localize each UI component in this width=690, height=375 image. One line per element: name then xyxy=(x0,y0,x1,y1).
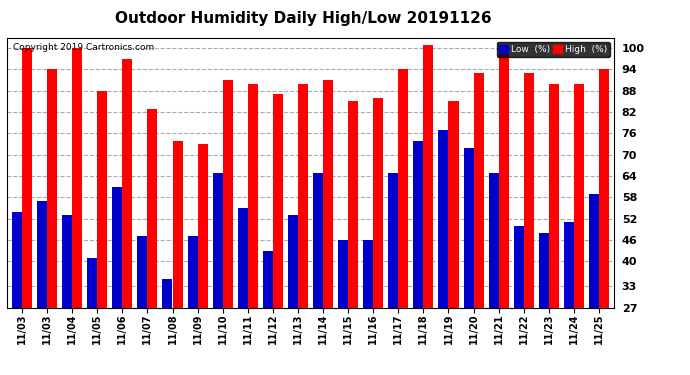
Bar xyxy=(148,108,157,307)
Bar xyxy=(514,226,524,308)
Legend: Low  (%), High  (%): Low (%), High (%) xyxy=(497,42,609,57)
Text: Outdoor Humidity Daily High/Low 20191126: Outdoor Humidity Daily High/Low 20191126 xyxy=(115,11,492,26)
Bar xyxy=(338,240,348,308)
Bar xyxy=(122,59,132,308)
Bar xyxy=(363,240,373,308)
Bar xyxy=(524,73,534,308)
Bar xyxy=(72,48,82,308)
Bar xyxy=(438,130,449,308)
Bar xyxy=(589,194,599,308)
Bar xyxy=(238,208,248,308)
Bar xyxy=(248,84,258,308)
Bar xyxy=(62,215,72,308)
Bar xyxy=(263,251,273,308)
Bar xyxy=(37,201,47,308)
Text: Copyright 2019 Cartronics.com: Copyright 2019 Cartronics.com xyxy=(13,43,155,52)
Bar xyxy=(388,172,398,308)
Bar xyxy=(213,172,223,308)
Bar xyxy=(298,84,308,308)
Bar xyxy=(574,84,584,308)
Bar xyxy=(564,222,574,308)
Bar xyxy=(112,187,122,308)
Bar xyxy=(313,172,323,308)
Bar xyxy=(12,211,22,308)
Bar xyxy=(162,279,172,308)
Bar xyxy=(549,84,559,308)
Bar xyxy=(22,48,32,308)
Bar xyxy=(323,80,333,308)
Bar xyxy=(137,237,148,308)
Bar xyxy=(197,144,208,308)
Bar xyxy=(273,94,283,308)
Bar xyxy=(599,69,609,308)
Bar xyxy=(373,98,383,308)
Bar xyxy=(172,141,183,308)
Bar xyxy=(489,172,499,308)
Bar xyxy=(448,102,459,308)
Bar xyxy=(424,45,433,308)
Bar xyxy=(539,233,549,308)
Bar xyxy=(413,141,424,308)
Bar xyxy=(87,258,97,307)
Bar xyxy=(464,148,473,308)
Bar xyxy=(473,73,484,308)
Bar xyxy=(97,91,107,308)
Bar xyxy=(348,102,358,308)
Bar xyxy=(398,69,408,308)
Bar xyxy=(188,237,197,308)
Bar xyxy=(223,80,233,308)
Bar xyxy=(47,69,57,308)
Bar xyxy=(499,45,509,308)
Bar xyxy=(288,215,298,308)
